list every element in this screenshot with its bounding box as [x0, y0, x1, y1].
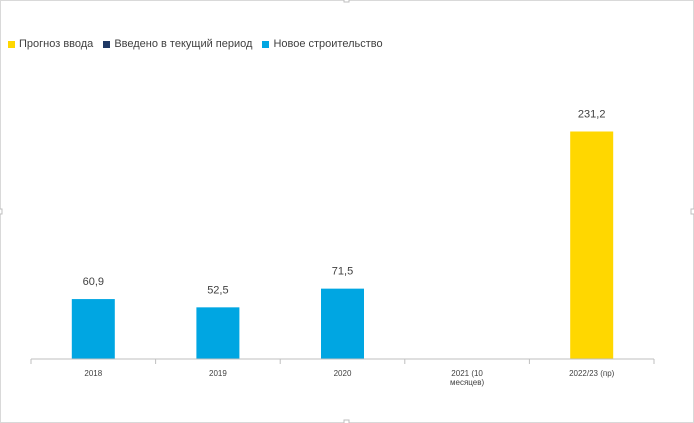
resize-handle-bottom[interactable]: [343, 419, 350, 423]
bar-0-4: [570, 131, 614, 359]
x-ticks-group: [30, 359, 655, 364]
x-tick-label-1: 2019: [209, 369, 227, 378]
legend-label-current-period: Введено в текущий период: [114, 38, 253, 50]
x-tick-label-3: 2021 (10 месяцев): [450, 369, 484, 387]
x-tick-label-4: 2022/23 (пр): [569, 369, 615, 378]
x-tick-labels-group: 2018 2019 2020 2021 (10 месяцев) 2022/23 (пр): [84, 369, 614, 387]
data-labels-group: 60,9 52,5 71,5 231,2: [83, 108, 606, 296]
legend-label-forecast: Прогноз ввода: [19, 38, 94, 50]
bar-2-1: [196, 307, 240, 359]
x-tick-label-2: 2020: [334, 369, 352, 378]
legend-swatch-new-construction: [262, 40, 270, 48]
bars-group: [71, 131, 614, 359]
data-label-2: 71,5: [332, 266, 353, 278]
resize-handle-top[interactable]: [343, 0, 350, 3]
legend-item-current-period: Введено в текущий период: [103, 38, 252, 50]
x-tick-label-0: 2018: [84, 369, 102, 378]
legend-label-new-construction: Новое строительство: [273, 38, 383, 50]
data-label-4: 231,2: [578, 108, 606, 120]
legend-item-forecast: Прогноз ввода: [8, 38, 93, 50]
resize-handle-left[interactable]: [0, 208, 3, 215]
data-label-1: 52,5: [207, 284, 228, 296]
bar-2-2: [321, 288, 364, 359]
legend-swatch-forecast: [8, 40, 15, 48]
legend-swatch-current-period: [103, 40, 111, 48]
data-label-0: 60,9: [83, 276, 104, 288]
resize-handle-right[interactable]: [690, 208, 694, 215]
legend-item-new-construction: Новое строительство: [262, 38, 383, 50]
bar-2-0: [71, 299, 115, 359]
legend: Прогноз ввода Введено в текущий период Н…: [8, 38, 393, 50]
